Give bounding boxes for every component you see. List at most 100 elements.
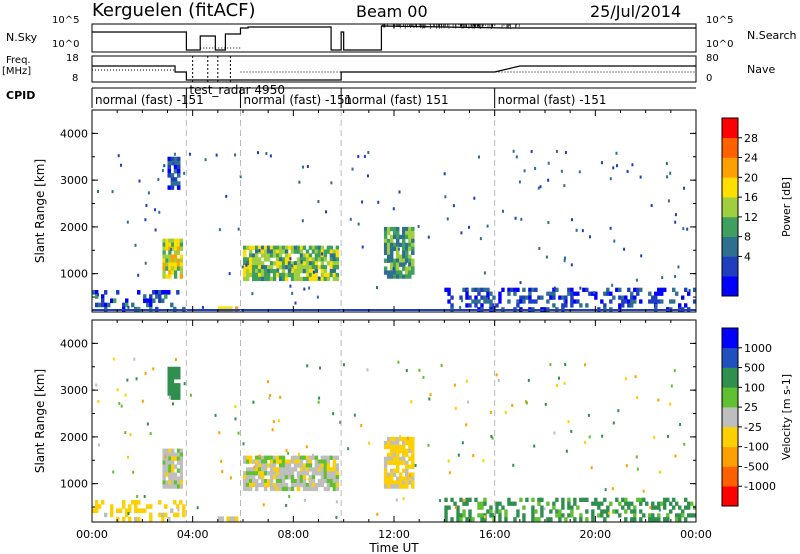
data-cell <box>311 478 316 484</box>
data-cell <box>189 393 192 397</box>
data-cell <box>299 463 304 468</box>
data-cell <box>290 478 295 484</box>
data-cell <box>639 287 643 292</box>
data-cell <box>383 468 388 473</box>
data-cell <box>254 272 259 278</box>
data-cell <box>504 517 508 522</box>
data-cell <box>171 262 175 267</box>
data-cell <box>314 467 319 472</box>
data-cell <box>564 299 568 304</box>
data-cell <box>220 516 224 522</box>
data-cell <box>162 448 166 453</box>
data-cell <box>263 249 268 254</box>
data-cell <box>176 395 181 400</box>
data-cell <box>326 467 331 472</box>
data-cell <box>269 455 274 460</box>
data-cell <box>176 164 181 170</box>
data-cell <box>266 455 271 460</box>
data-cell <box>624 501 628 506</box>
data-cell <box>176 242 181 247</box>
data-cell <box>165 460 169 465</box>
data-cell <box>386 456 391 462</box>
data-cell <box>278 486 283 492</box>
data-cell <box>170 383 175 388</box>
data-cell <box>498 291 502 296</box>
data-cell <box>302 455 307 460</box>
data-cell <box>392 440 397 446</box>
data-cell <box>417 225 420 229</box>
data-cell <box>302 467 307 472</box>
data-cell <box>399 456 403 462</box>
data-cell <box>218 228 221 232</box>
data-cell <box>482 459 485 463</box>
x-tick-label: 04:00 <box>177 528 209 541</box>
data-cell <box>477 287 481 292</box>
data-cell <box>552 287 556 292</box>
data-cell <box>287 467 292 472</box>
data-cell <box>168 484 172 489</box>
data-cell <box>531 505 535 510</box>
data-cell <box>538 246 541 250</box>
data-cell <box>101 302 105 308</box>
data-cell <box>170 387 175 392</box>
data-cell <box>396 242 400 248</box>
data-cell <box>305 253 310 258</box>
data-cell <box>243 261 247 266</box>
data-cell <box>275 272 280 278</box>
data-cell <box>404 261 407 265</box>
data-cell <box>439 499 442 503</box>
data-cell <box>305 471 310 476</box>
data-cell <box>326 463 331 468</box>
data-cell <box>243 268 247 274</box>
data-cell <box>411 226 415 232</box>
data-cell <box>158 290 162 295</box>
data-cell <box>332 455 337 460</box>
data-cell <box>665 161 668 165</box>
data-cell <box>335 471 340 476</box>
data-cell <box>386 436 391 442</box>
data-cell <box>245 475 250 480</box>
data-cell <box>624 509 628 514</box>
data-cell <box>107 302 111 308</box>
data-cell <box>611 487 614 491</box>
data-cell <box>386 270 391 275</box>
data-cell <box>621 299 625 304</box>
data-cell <box>287 486 292 492</box>
data-cell <box>306 364 309 368</box>
data-cell <box>275 257 280 262</box>
data-cell <box>398 190 401 194</box>
data-cell <box>267 380 270 384</box>
data-cell <box>495 373 498 377</box>
data-cell <box>468 513 472 518</box>
data-cell <box>329 268 334 274</box>
data-cell <box>243 276 247 282</box>
data-cell <box>263 459 268 464</box>
data-cell <box>666 497 670 502</box>
data-cell <box>167 379 172 384</box>
data-cell <box>260 463 265 468</box>
data-cell <box>491 436 494 440</box>
data-cell <box>659 470 662 474</box>
data-cell <box>534 517 538 522</box>
data-cell <box>308 459 313 464</box>
data-cell <box>512 149 515 153</box>
data-cell <box>681 509 685 514</box>
data-cell <box>132 470 135 474</box>
data-cell <box>302 475 307 480</box>
data-cell <box>245 486 250 492</box>
data-cell <box>298 180 301 184</box>
data-cell <box>606 513 610 518</box>
data-cell <box>272 475 277 480</box>
data-cell <box>402 456 406 462</box>
data-cell <box>687 501 691 506</box>
data-cell <box>164 455 167 459</box>
data-cell <box>171 238 175 243</box>
data-cell <box>444 509 448 514</box>
colorbar-swatch <box>722 118 738 139</box>
data-cell <box>179 242 183 247</box>
cpid-segment-label: normal (fast) -151 <box>498 93 607 107</box>
data-cell <box>383 266 388 271</box>
data-cell <box>293 463 298 468</box>
data-cell <box>173 160 178 166</box>
data-cell <box>131 302 135 308</box>
